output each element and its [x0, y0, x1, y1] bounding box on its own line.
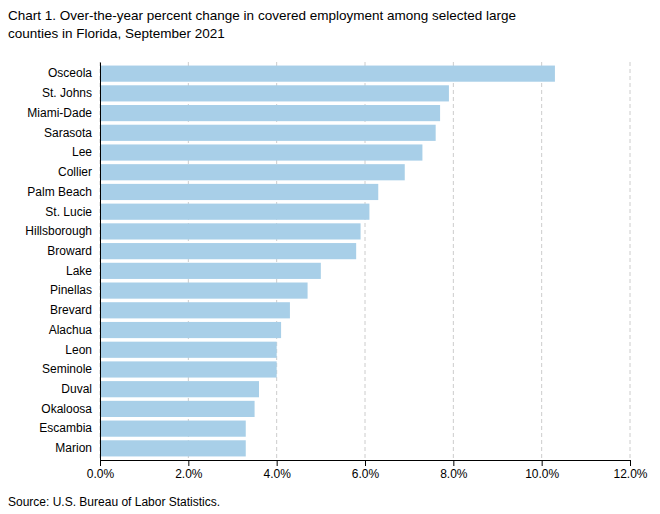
tick-label: Sarasota [44, 126, 92, 140]
tick-label: St. Johns [42, 86, 92, 100]
plot: 0.0% 2.0% 4.0% 6.0% 8.0% 10.0% 12.0% Marion Esca… [25, 62, 648, 481]
title: Chart 1. Over-the-year percent change in… [8, 8, 516, 23]
grid [100, 62, 630, 460]
tick-label: Okaloosa [41, 402, 92, 416]
tick-label: Osceola [48, 66, 92, 80]
tick-label: Hillsborough [25, 224, 92, 238]
y-tick: Leon [65, 343, 100, 357]
y-tick: Escambia [39, 421, 100, 435]
y-tick: St. Johns [42, 86, 100, 100]
y-tick: Seminole [42, 362, 100, 376]
bar [100, 223, 361, 239]
tick-label: Collier [58, 165, 92, 179]
x-tick: 8.0% [440, 460, 468, 481]
grid-line [453, 62, 454, 460]
axis-line [101, 461, 631, 467]
y-tick: Lee [72, 145, 100, 159]
axis-line [100, 63, 101, 461]
tick-label: Palm Beach [27, 185, 92, 199]
tick-label: 12.0% [613, 467, 647, 481]
grid-line [630, 62, 631, 460]
grid-line [541, 62, 542, 460]
bar [100, 184, 378, 200]
bars [100, 66, 555, 457]
bar [100, 85, 449, 101]
tick-label: Seminole [42, 362, 92, 376]
y-tick: Brevard [50, 303, 100, 317]
tick-label: Lee [72, 145, 92, 159]
tick-label: Duval [61, 382, 92, 396]
bar [100, 282, 308, 298]
title: counties in Florida, September 2021 [8, 26, 225, 41]
tick-label: Miami-Dade [27, 106, 92, 120]
bar [100, 361, 277, 377]
x-tick: 4.0% [263, 460, 291, 481]
y-tick: Hillsborough [25, 224, 100, 238]
tick-label: Pinellas [50, 283, 92, 297]
y-axis: Marion Escambia Okaloosa Duval Seminole Leon A… [25, 63, 100, 461]
bar [100, 204, 369, 220]
y-tick: Marion [55, 441, 100, 455]
bar [100, 440, 246, 456]
y-tick: Lake [66, 264, 100, 278]
grid-line [365, 62, 366, 460]
y-tick: Sarasota [44, 126, 100, 140]
bar [100, 421, 246, 437]
y-tick: St. Lucie [45, 205, 100, 219]
x-tick: 6.0% [352, 460, 380, 481]
tick-label: 4.0% [263, 467, 291, 481]
tick-label: Escambia [39, 421, 92, 435]
bar [100, 401, 255, 417]
y-tick: Osceola [48, 66, 100, 80]
y-tick: Alachua [49, 323, 100, 337]
tick-mark [188, 460, 189, 466]
tick-mark [365, 460, 366, 466]
grid-line [276, 62, 277, 460]
grid-line [100, 62, 101, 460]
y-tick: Pinellas [50, 283, 100, 297]
bar [100, 243, 356, 259]
tick-label: Lake [66, 264, 92, 278]
tick-mark [277, 460, 278, 466]
y-tick: Broward [47, 244, 100, 258]
tick-mark [630, 460, 631, 466]
x-tick: 10.0% [525, 460, 559, 481]
bar [100, 144, 422, 160]
y-tick: Miami-Dade [27, 106, 100, 120]
tick-label: Brevard [50, 303, 92, 317]
grid-line [188, 62, 189, 460]
y-tick: Okaloosa [41, 402, 100, 416]
bar [100, 263, 321, 279]
tick-mark [542, 460, 543, 466]
tick-label: St. Lucie [45, 205, 92, 219]
bar [100, 105, 440, 121]
x-tick: 0.0% [87, 460, 115, 481]
y-tick: Collier [58, 165, 100, 179]
tick-label: Leon [65, 343, 92, 357]
x-tick: 12.0% [613, 460, 647, 481]
bar [100, 66, 555, 82]
bar [100, 125, 436, 141]
tick-mark [453, 460, 454, 466]
bar [100, 342, 277, 358]
x-tick: 2.0% [175, 460, 203, 481]
tick-label: Alachua [49, 323, 93, 337]
tick-label: 2.0% [175, 467, 203, 481]
y-tick: Duval [61, 382, 100, 396]
tick-label: 8.0% [440, 467, 468, 481]
tick-label: 6.0% [352, 467, 380, 481]
tick-label: 0.0% [87, 467, 115, 481]
y-tick: Palm Beach [27, 185, 100, 199]
tick-label: Marion [55, 441, 92, 455]
tick-label: Broward [47, 244, 92, 258]
tick-mark [100, 460, 101, 466]
x-axis: 0.0% 2.0% 4.0% 6.0% 8.0% 10.0% 12.0% [87, 460, 648, 481]
bar [100, 302, 290, 318]
bar [100, 381, 259, 397]
source: Source: U.S. Bureau of Labor Statistics. [8, 495, 220, 509]
bar [100, 164, 405, 180]
tick-label: 10.0% [525, 467, 559, 481]
bar [100, 322, 281, 338]
chart: Chart 1. Over-the-year percent change in… [0, 0, 660, 514]
